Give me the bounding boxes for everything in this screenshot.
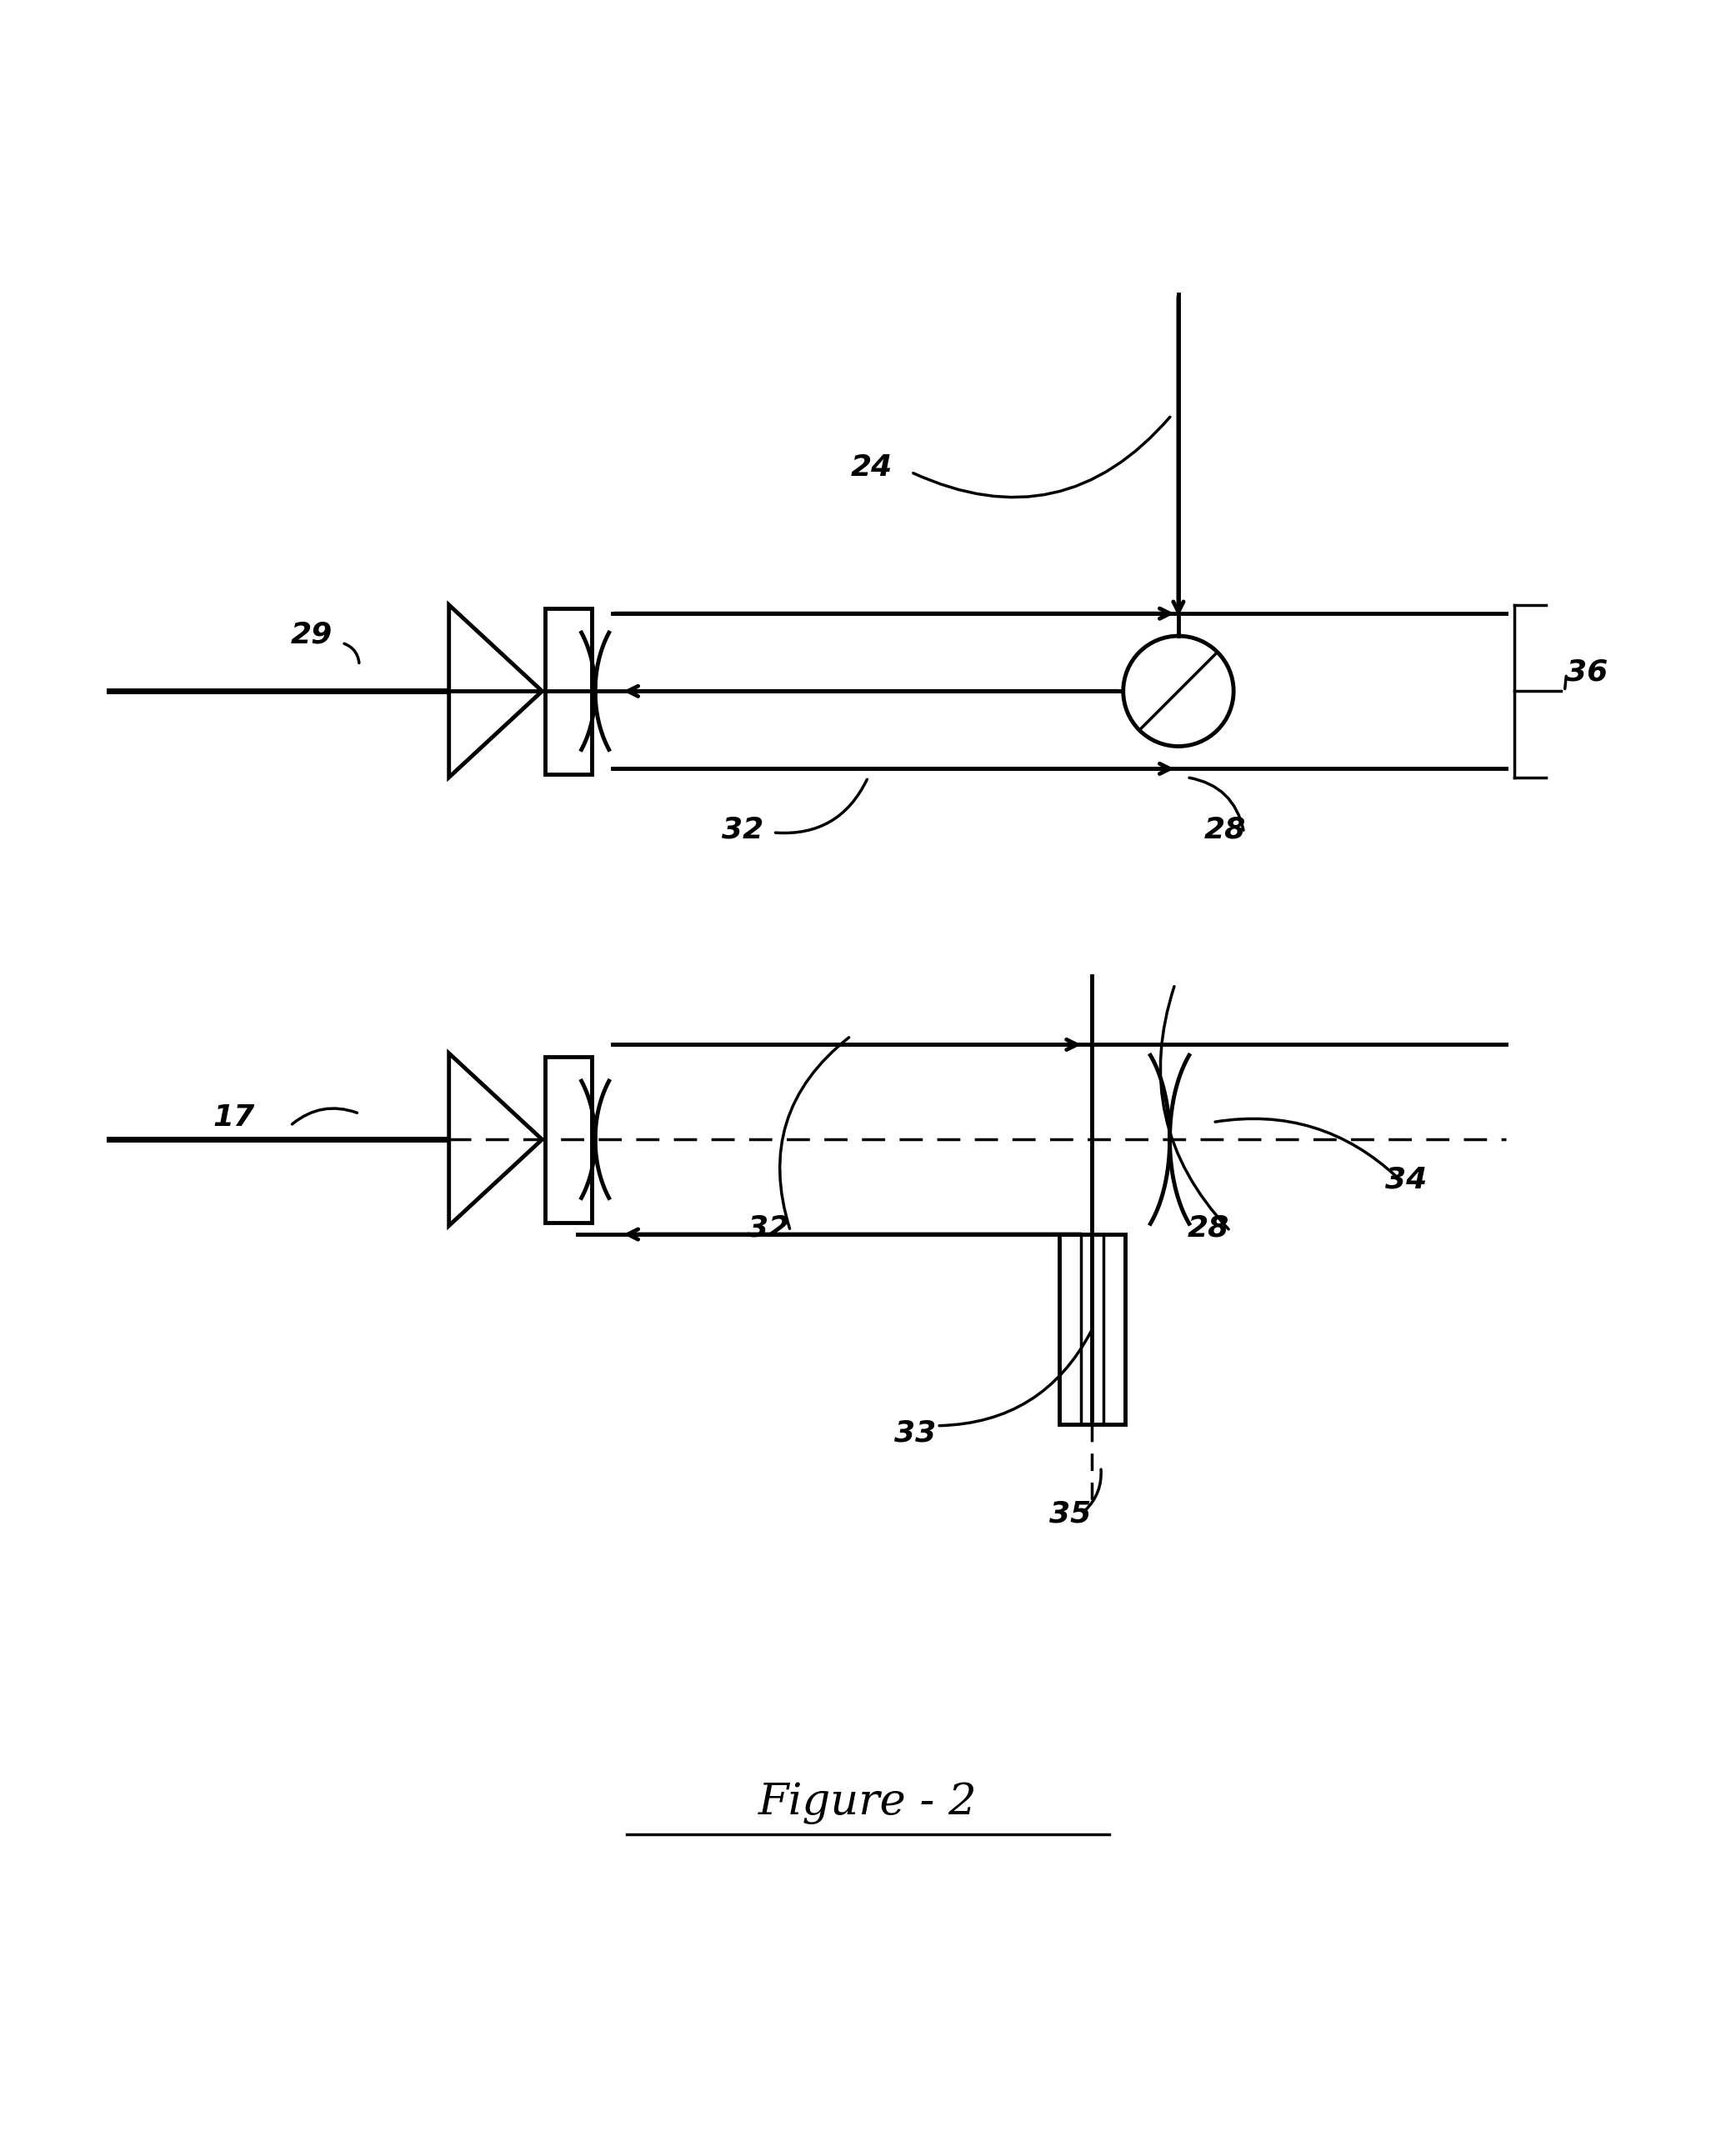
Bar (545, 608, 592, 773)
Bar (1059, 1235, 1125, 1424)
Text: 33: 33 (894, 1419, 936, 1447)
Bar (545, 1058, 592, 1223)
Text: 29: 29 (290, 621, 332, 649)
Text: 17: 17 (214, 1103, 255, 1130)
Text: Figure - 2: Figure - 2 (759, 1781, 977, 1824)
Text: 36: 36 (1566, 657, 1608, 687)
Text: 24: 24 (851, 454, 892, 482)
Text: 28: 28 (1205, 816, 1246, 844)
Text: 32: 32 (722, 816, 764, 844)
Text: 34: 34 (1385, 1165, 1427, 1193)
Text: 28: 28 (1187, 1214, 1229, 1242)
Text: 35: 35 (1049, 1501, 1090, 1529)
Text: 32: 32 (746, 1214, 790, 1242)
